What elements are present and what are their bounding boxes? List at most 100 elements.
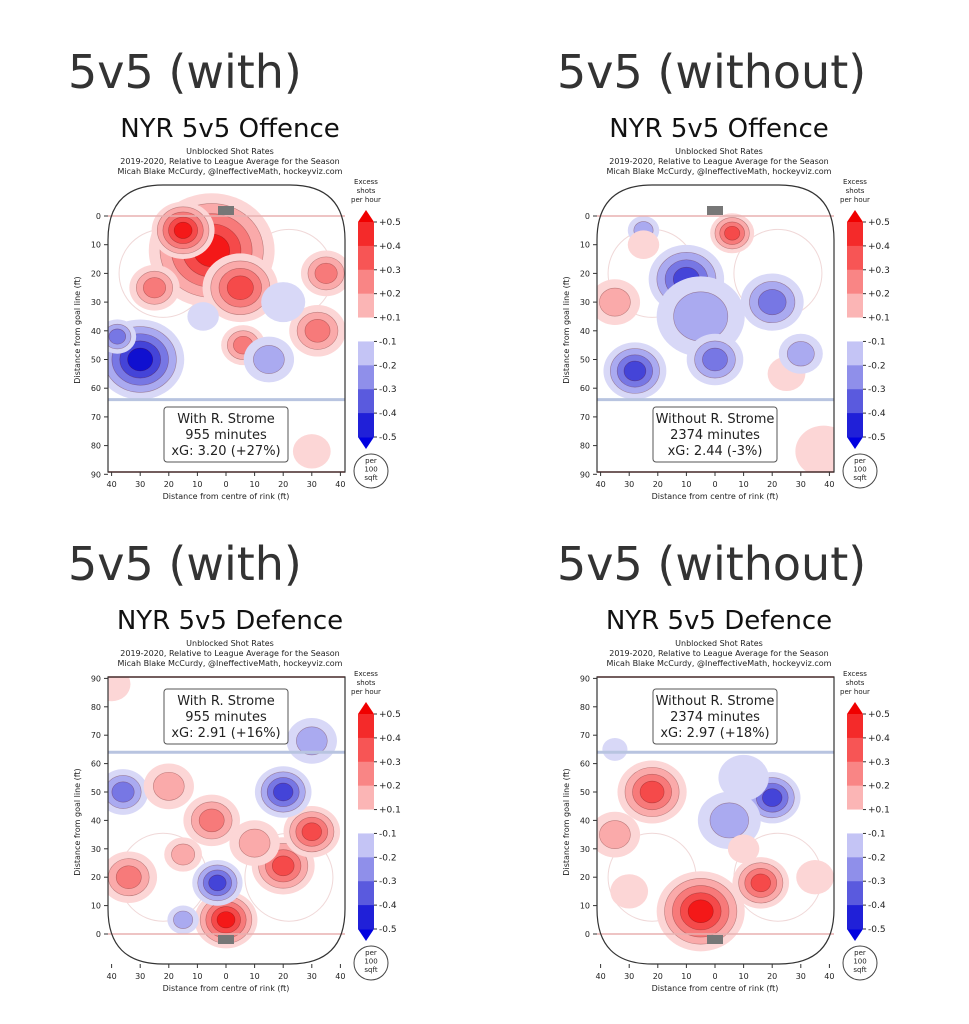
- colorbar-band: [358, 785, 374, 811]
- colorbar-band: [358, 714, 374, 739]
- x-tick-label: 30: [135, 480, 145, 489]
- x-tick-label: 20: [653, 480, 663, 489]
- colorbar-band: [358, 389, 374, 414]
- colorbar-label: Excess: [354, 670, 378, 678]
- unit-label: per: [365, 949, 377, 957]
- y-tick-label: 50: [580, 788, 590, 797]
- hotspot-contour: [627, 230, 660, 259]
- colorbar-band: [847, 833, 863, 858]
- hotspot-contour: [687, 899, 714, 924]
- colorbar-tip-bottom: [847, 437, 863, 449]
- colorbar-band: [358, 341, 374, 366]
- x-tick-label: 10: [192, 480, 202, 489]
- heatmap-layer: [597, 737, 834, 952]
- unit-label: sqft: [364, 966, 377, 974]
- colorbar-tick-label: +0.2: [868, 290, 890, 300]
- colorbar-label: per hour: [840, 688, 870, 696]
- colorbar-tick-label: -0.5: [868, 925, 886, 935]
- colorbar-band: [358, 413, 374, 438]
- colorbar-band: [358, 293, 374, 319]
- colorbar-tick-label: -0.1: [379, 337, 397, 347]
- chart-subtitle: Unblocked Shot Rates: [675, 639, 763, 648]
- y-tick-label: 0: [96, 930, 101, 939]
- x-tick-label: 20: [278, 480, 288, 489]
- y-axis-label: Distance from goal line (ft): [562, 276, 571, 383]
- y-tick-label: 20: [580, 269, 590, 278]
- unit-label: per: [854, 949, 866, 957]
- colorbar-tick-label: -0.3: [379, 877, 397, 887]
- goal-net-icon: [218, 206, 234, 215]
- hotspot-contour: [153, 771, 185, 801]
- chart-panel-1: 5v5 (with) NYR 5v5 Offence Unblocked Shot …: [0, 0, 480, 510]
- colorbar-label: shots: [846, 187, 865, 195]
- hotspot-contour: [226, 275, 254, 300]
- x-tick-label: 40: [107, 972, 117, 981]
- x-tick-label: 0: [712, 972, 717, 981]
- y-tick-label: 70: [580, 413, 590, 422]
- y-tick-label: 40: [580, 816, 590, 825]
- y-axis-label: Distance from goal line (ft): [562, 768, 571, 875]
- hotspot-contour: [709, 802, 749, 839]
- hotspot-contour: [301, 822, 322, 842]
- y-tick-label: 30: [91, 845, 101, 854]
- colorbar-tick-label: +0.1: [868, 314, 890, 324]
- y-tick-label: 20: [91, 873, 101, 882]
- chart-subtitle: Micah Blake McCurdy, @IneffectiveMath, h…: [607, 167, 832, 176]
- colorbar-label: Excess: [843, 178, 867, 186]
- y-tick-label: 30: [580, 845, 590, 854]
- colorbar-band: [847, 761, 863, 787]
- goal-net-icon: [707, 206, 723, 215]
- y-tick-label: 10: [580, 241, 590, 250]
- y-tick-label: 20: [91, 269, 101, 278]
- info-box: [163, 406, 289, 463]
- colorbar-tick-label: -0.3: [868, 877, 886, 887]
- hotspot-contour: [171, 843, 196, 866]
- heatmap-layer: [597, 213, 834, 472]
- y-tick-label: 50: [91, 788, 101, 797]
- y-axis-label: Distance from goal line (ft): [73, 276, 82, 383]
- colorbar-tick-label: -0.5: [868, 433, 886, 443]
- info-line: With R. Strome: [177, 694, 275, 709]
- colorbar-tick-label: +0.2: [379, 782, 401, 792]
- heatmap-layer: [108, 193, 345, 469]
- colorbar-tick-label: +0.1: [379, 806, 401, 816]
- unit-badge: [353, 453, 389, 489]
- colorbar-tick-label: -0.2: [379, 853, 397, 863]
- hotspot-contour: [115, 865, 142, 889]
- panel-heading: 5v5 (with): [68, 45, 302, 99]
- chart-subtitle: Micah Blake McCurdy, @IneffectiveMath, h…: [118, 659, 343, 668]
- hotspot-contour: [292, 434, 331, 469]
- hotspot-contour: [173, 221, 193, 239]
- colorbar-band: [847, 317, 863, 342]
- colorbar-band: [847, 785, 863, 811]
- colorbar-tick-label: -0.3: [379, 385, 397, 395]
- x-tick-label: 30: [135, 972, 145, 981]
- colorbar-tick-label: +0.4: [868, 734, 890, 744]
- hotspot-contour: [727, 834, 760, 864]
- colorbar-band: [847, 857, 863, 882]
- colorbar-tick-label: -0.5: [379, 925, 397, 935]
- info-box: [652, 406, 778, 463]
- x-tick-label: 40: [107, 480, 117, 489]
- rink-boards: [596, 184, 835, 473]
- chart-panel-3: 5v5 (with) NYR 5v5 Defence Unblocked Shot …: [0, 492, 480, 1002]
- x-tick-label: 20: [767, 480, 777, 489]
- chart-subtitle: 2019-2020, Relative to League Average fo…: [120, 649, 339, 658]
- unit-label: sqft: [364, 474, 377, 482]
- x-tick-label: 40: [824, 480, 834, 489]
- hotspot-contour: [261, 282, 306, 323]
- unit-label: 100: [853, 958, 866, 966]
- info-line: xG: 3.20 (+27%): [171, 444, 280, 459]
- unit-label: per: [365, 457, 377, 465]
- colorbar-label: Excess: [843, 670, 867, 678]
- y-tick-label: 0: [585, 930, 590, 939]
- hotspot-contour: [796, 860, 834, 895]
- x-tick-label: 10: [681, 972, 691, 981]
- y-tick-label: 0: [96, 212, 101, 221]
- hotspot-contour: [296, 726, 328, 756]
- colorbar-label: shots: [357, 679, 376, 687]
- x-tick-label: 10: [739, 972, 749, 981]
- colorbar-tick-label: -0.2: [868, 361, 886, 371]
- y-tick-label: 80: [580, 703, 590, 712]
- colorbar-tip-top: [847, 210, 863, 222]
